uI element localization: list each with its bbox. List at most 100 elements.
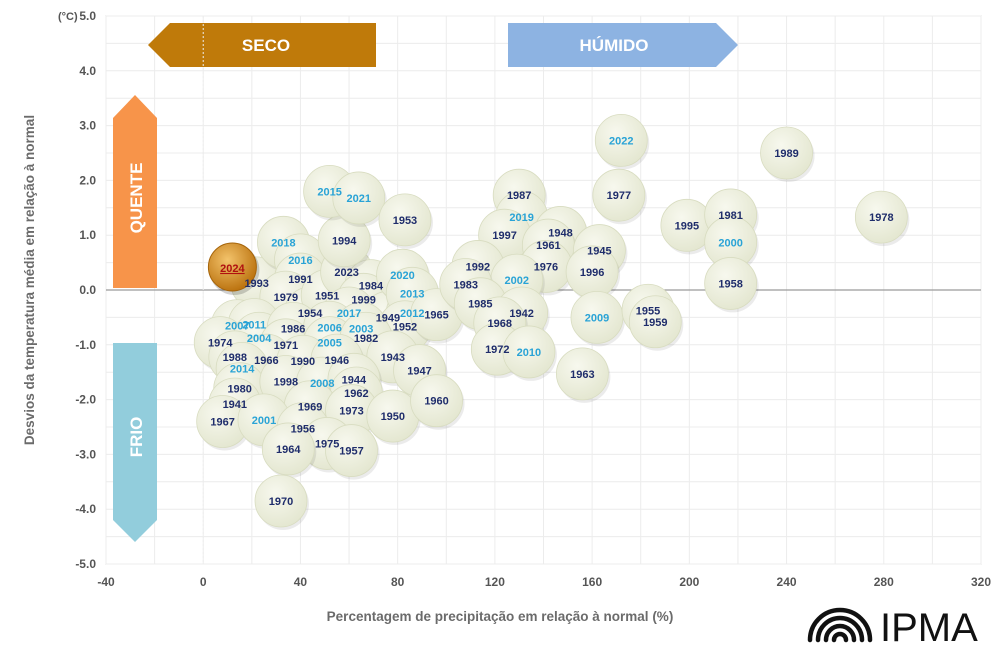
bubble-label-1956: 1956	[291, 424, 315, 436]
bubble-label-1964: 1964	[276, 444, 301, 456]
bubble-label-1975: 1975	[315, 438, 339, 450]
bubble-label-2012: 2012	[400, 308, 424, 320]
x-tick-label: 0	[200, 575, 207, 589]
y-tick-label: -5.0	[75, 557, 96, 571]
bubble-label-1991: 1991	[288, 274, 312, 286]
x-tick-label: 40	[294, 575, 308, 589]
y-tick-label: -2.0	[75, 393, 96, 407]
bubble-label-2013: 2013	[400, 288, 424, 300]
bubble-label-1943: 1943	[381, 352, 405, 364]
bubble-2024	[207, 242, 257, 292]
bubble-label-1972: 1972	[485, 344, 509, 356]
bubble-label-2014: 2014	[230, 363, 255, 375]
bubble-label-1982: 1982	[354, 333, 378, 345]
bubble-label-1947: 1947	[407, 366, 431, 378]
bubble-label-2006: 2006	[317, 322, 341, 334]
bubble-label-1958: 1958	[718, 278, 742, 290]
bubble-label-2015: 2015	[317, 186, 341, 198]
bubble-label-1950: 1950	[381, 411, 405, 423]
bubble-label-2023: 2023	[334, 267, 358, 279]
bubble-label-1985: 1985	[468, 299, 492, 311]
bubble-label-1971: 1971	[274, 340, 298, 352]
bubble-label-2019: 2019	[509, 212, 533, 224]
x-tick-label: 240	[777, 575, 797, 589]
bubble-label-1990: 1990	[291, 356, 315, 368]
x-tick-label: 160	[582, 575, 602, 589]
bubble-label-1952: 1952	[393, 322, 417, 334]
bubble-1963	[555, 347, 609, 401]
bubble-label-2005: 2005	[317, 338, 341, 350]
bubble-2021	[332, 171, 386, 225]
bubble-markers	[193, 113, 910, 530]
y-tick-label: 4.0	[79, 64, 96, 78]
bubble-1959	[628, 295, 682, 349]
bubble-label-1957: 1957	[339, 446, 363, 458]
bubble-label-1980: 1980	[227, 384, 251, 396]
bubble-label-1948: 1948	[548, 227, 572, 239]
hot-arrow: QUENTE	[113, 95, 157, 288]
bubble-label-2001: 2001	[252, 415, 276, 427]
bubble-label-1984: 1984	[359, 281, 384, 293]
bubble-label-2018: 2018	[271, 237, 295, 249]
ipma-logo: IPMA	[807, 606, 978, 650]
bubble-label-2016: 2016	[288, 255, 312, 267]
x-tick-label: 200	[679, 575, 699, 589]
bubble-1978	[854, 190, 908, 244]
bubble-label-1987: 1987	[507, 190, 531, 202]
x-tick-label: 80	[391, 575, 405, 589]
x-tick-label: 120	[485, 575, 505, 589]
bubble-label-1941: 1941	[223, 399, 247, 411]
bubble-label-1977: 1977	[607, 190, 631, 202]
bubble-label-1969: 1969	[298, 402, 322, 414]
ipma-logo-mark	[807, 607, 873, 643]
y-tick-label: 5.0	[79, 9, 96, 23]
bubble-label-1988: 1988	[223, 352, 247, 364]
bubble-1989	[760, 126, 813, 180]
bubble-label-2021: 2021	[347, 193, 371, 205]
cold-arrow-label: FRIO	[127, 417, 146, 458]
bubble-2010	[502, 325, 556, 379]
bubble-label-1994: 1994	[332, 236, 357, 248]
bubble-label-1960: 1960	[424, 396, 448, 408]
y-tick-label: 0.0	[79, 283, 96, 297]
bubble-label-1998: 1998	[274, 377, 298, 389]
bubble-label-1954: 1954	[298, 308, 323, 320]
bubble-label-1999: 1999	[351, 294, 375, 306]
x-axis-title: Percentagem de precipitação em relação à…	[327, 609, 674, 624]
x-tick-label: 320	[971, 575, 991, 589]
bubble-label-2022: 2022	[609, 135, 633, 147]
bubble-label-1981: 1981	[718, 210, 742, 222]
x-tick-label: -40	[97, 575, 115, 589]
bubble-label-2010: 2010	[517, 347, 541, 359]
dry-arrow-label: SECO	[242, 36, 290, 55]
bubble-label-1951: 1951	[315, 290, 339, 302]
bubble-label-1970: 1970	[269, 496, 293, 508]
x-tick-label: 280	[874, 575, 894, 589]
bubble-1960	[410, 374, 463, 428]
bubble-2022	[594, 113, 648, 167]
bubble-label-1942: 1942	[509, 308, 533, 320]
ipma-logo-text: IPMA	[880, 606, 978, 650]
bubble-label-1986: 1986	[281, 323, 305, 335]
bubble-label-1944: 1944	[342, 374, 367, 386]
bubble-label-2004: 2004	[247, 333, 272, 345]
wet-arrow: HÚMIDO	[508, 23, 738, 67]
bubble-label-1995: 1995	[675, 220, 699, 232]
bubble-label-1967: 1967	[210, 417, 234, 429]
bubble-label-2024: 2024	[220, 263, 245, 275]
y-tick-label: 2.0	[79, 173, 96, 187]
bubble-label-1966: 1966	[254, 355, 278, 367]
bubble-1977	[592, 168, 646, 222]
bubble-label-1962: 1962	[344, 388, 368, 400]
y-tick-label: -1.0	[75, 338, 96, 352]
bubble-label-1979: 1979	[274, 292, 298, 304]
cold-arrow: FRIO	[113, 343, 157, 542]
y-tick-label: 1.0	[79, 228, 96, 242]
bubble-label-1992: 1992	[466, 261, 490, 273]
bubble-label-2007: 2007	[225, 321, 249, 333]
bubble-label-2003: 2003	[349, 323, 373, 335]
y-tick-label: -4.0	[75, 502, 96, 516]
y-axis-title: Desvios da temperatura média em relação …	[22, 115, 37, 445]
